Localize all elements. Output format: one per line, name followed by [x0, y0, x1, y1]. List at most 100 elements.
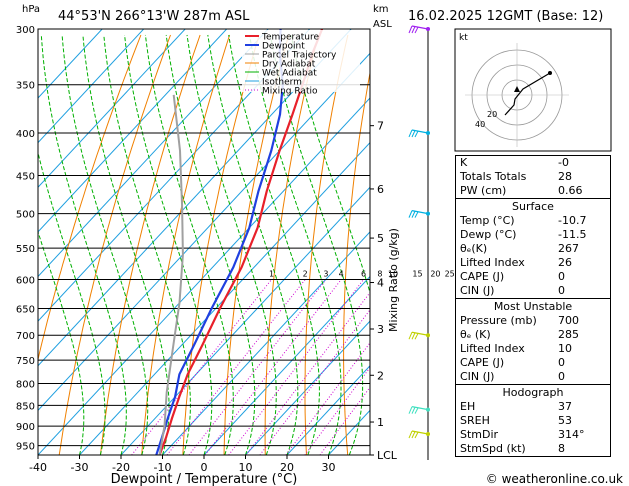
index-row-pw: PW (cm) 0.66: [460, 184, 583, 197]
dry-adiabat-line: [38, 34, 142, 362]
x-axis-label: Dewpoint / Temperature (°C): [111, 472, 298, 486]
isotherm-line: [38, 29, 269, 278]
hodograph-frame: [454, 28, 612, 152]
index-row-k: K -0: [460, 156, 569, 169]
legend-entry: Parcel Trajectory: [262, 51, 337, 61]
altitude-tick-label: 3: [377, 323, 384, 336]
temperature-tick-label: 10: [239, 461, 253, 474]
dry-adiabat-line: [182, 34, 260, 455]
pressure-tick-label: 350: [16, 81, 35, 92]
dry-adiabat-line: [100, 34, 201, 455]
altitude-tick-label: 4: [377, 277, 384, 290]
wind-barb-flag: [411, 407, 416, 414]
wind-barb-flag: [408, 406, 413, 414]
wet-adiabat-line: [40, 34, 127, 455]
temperature-tick-label: -30: [71, 461, 89, 474]
wet-adiabat-line: [207, 34, 299, 455]
wind-barb-flag: [414, 211, 419, 218]
pressure-tick-label: 800: [16, 380, 35, 391]
surface-row: θₑ(K) 267: [460, 242, 579, 255]
mixing-ratio-tick-label: 3: [323, 270, 328, 279]
legend-background: [242, 30, 360, 92]
temperature-tick-label: -10: [154, 461, 172, 474]
wet-adiabat-line: [38, 150, 106, 455]
hodograph-row: EH 37: [460, 400, 572, 413]
temperature-tick-label: 30: [322, 461, 336, 474]
mixing-ratio-tick-label: 4: [339, 270, 344, 279]
legend-entry: Wet Adiabat: [262, 69, 317, 79]
wet-adiabat-line: [144, 34, 234, 455]
dry-adiabat-line: [343, 70, 370, 455]
dry-adiabat-line: [417, 35, 436, 455]
mixing-ratio-tick-label: 10: [388, 270, 398, 279]
legend-entry: Temperature: [261, 33, 319, 43]
location-title: 44°53'N 266°13'W 287m ASL: [58, 9, 250, 24]
legend-entry: Mixing Ratio: [262, 87, 318, 97]
temperature-tick-label: 0: [201, 461, 208, 474]
dry-adiabat-line: [304, 34, 349, 455]
pressure-tick-label: 600: [16, 276, 35, 287]
wind-barb-flag: [411, 130, 416, 138]
pressure-tick-label: 500: [16, 210, 35, 221]
altitude-tick-label: LCL: [377, 449, 398, 462]
wind-barb-dot: [426, 432, 430, 437]
mixing-ratio-tick-label: 20: [430, 270, 440, 279]
temperature-axis: -40 -30 -20 -10 0 10 20 30: [29, 455, 336, 474]
dry-adiabat-line: [614, 35, 629, 455]
wind-barb-dot: [426, 211, 430, 216]
temperature-tick-label: -20: [112, 461, 130, 474]
legend-entry: Dewpoint: [262, 42, 305, 52]
isotherm-line: [38, 29, 228, 233]
pressure-tick-label: 650: [16, 304, 35, 315]
storm-motion-marker: [514, 86, 520, 92]
wet-adiabat-line: [269, 34, 364, 455]
isotherm-line: [38, 29, 186, 188]
hodograph-row: StmSpd (kt) 8: [460, 442, 565, 455]
altitude-tick-label: 6: [377, 183, 384, 196]
wind-barb-flag: [414, 26, 419, 34]
pressure-axis: 300 350 400 450 500 550 600 650 700 750 800 850 900 9…: [16, 25, 35, 453]
wind-barb-dot: [426, 130, 430, 135]
pressure-tick-label: 400: [16, 129, 35, 140]
altitude-tick-label: 2: [377, 369, 384, 382]
km-unit-label: km: [373, 4, 389, 15]
isotherm-line: [38, 29, 145, 144]
pressure-tick-label: 750: [16, 356, 35, 367]
mixing-ratio-tick-label: 2: [303, 270, 308, 279]
pressure-tick-label: 300: [16, 25, 35, 36]
wet-adiabat-line: [103, 34, 191, 455]
legend-entry: Dry Adiabat: [262, 60, 316, 70]
asl-unit-label: ASL: [373, 19, 392, 30]
wind-barb-dot: [426, 333, 430, 338]
hodograph-ring-label: 20: [487, 110, 497, 119]
hodograph-kt-label: kt: [459, 33, 468, 43]
dry-adiabat-line: [264, 34, 319, 455]
mixing-ratio-line: [204, 279, 342, 455]
pressure-tick-label: 850: [16, 401, 35, 412]
isotherm-line: [38, 52, 370, 412]
wind-barb-flag: [408, 332, 413, 340]
pressure-tick-label: 900: [16, 422, 35, 433]
hodograph-title: Hodograph: [502, 386, 564, 399]
hodograph-ring-label: 40: [475, 120, 485, 129]
mixing-ratio-line: [245, 291, 370, 455]
wind-barbs: [408, 25, 430, 439]
temperature-tick-label: -40: [29, 461, 47, 474]
parcel-trajectory-profile: [158, 94, 184, 455]
hodograph-trace: [504, 72, 551, 116]
mixing-ratio-tick-label: 15: [412, 270, 422, 279]
wind-barb-dot: [426, 407, 430, 412]
wet-adiabat-line: [82, 34, 170, 455]
wet-adiabat-line: [165, 34, 256, 455]
dry-adiabat-line: [141, 34, 231, 455]
index-row-totals: Totals Totals 28: [460, 170, 572, 183]
hodograph-end-dot: [548, 71, 552, 75]
pressure-tick-label: 700: [16, 331, 35, 342]
mixing-ratio-tick-label: 25: [445, 270, 455, 279]
wind-barb-flag: [414, 431, 419, 439]
wind-barb-flag: [414, 130, 419, 138]
altitude-tick-label: 5: [377, 232, 384, 245]
mixing-ratio-line: [319, 386, 370, 455]
